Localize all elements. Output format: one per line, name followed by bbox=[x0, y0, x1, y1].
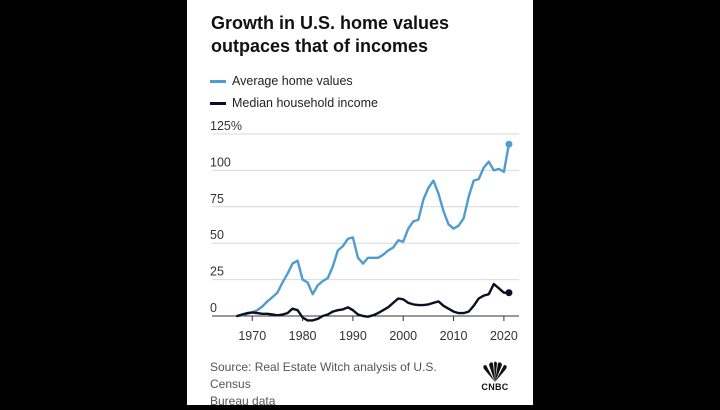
source-note: Source: Real Estate Witch analysis of U.… bbox=[210, 359, 460, 410]
series-line-household-income bbox=[236, 282, 511, 322]
end-marker-household-income bbox=[505, 289, 513, 297]
y-tick-label: 0 bbox=[210, 301, 217, 315]
end-marker-home-values bbox=[505, 140, 513, 148]
x-tick-label: 1990 bbox=[339, 329, 367, 343]
source-line-2: Bureau data bbox=[210, 394, 276, 408]
x-tick-label: 1980 bbox=[289, 329, 317, 343]
y-tick-label: 75 bbox=[210, 192, 224, 206]
x-tick-label: 2020 bbox=[490, 329, 518, 343]
cnbc-logo: CNBC bbox=[475, 360, 515, 394]
x-tick-label: 1970 bbox=[238, 329, 266, 343]
chart-panel: Growth in U.S. home values outpaces that… bbox=[187, 0, 533, 408]
legend-label-home-values: Average home values bbox=[232, 74, 353, 88]
x-tick-label: 2010 bbox=[440, 329, 468, 343]
y-tick-label: 50 bbox=[210, 228, 224, 242]
y-tick-label: 100 bbox=[210, 155, 231, 169]
x-tick-label: 2000 bbox=[389, 329, 417, 343]
legend-swatch-home-values bbox=[210, 79, 226, 83]
y-tick-label: 25 bbox=[210, 265, 224, 279]
series-line-home-values bbox=[236, 142, 511, 318]
legend-label-household-income: Median household income bbox=[232, 96, 378, 110]
legend-item-household-income: Median household income bbox=[210, 95, 378, 111]
source-line-1: Source: Real Estate Witch analysis of U.… bbox=[210, 360, 437, 391]
line-chart: 0 25 50 75 100 125% 1970 1980 1990 2000 2010 2020 bbox=[210, 119, 519, 343]
chart-title: Growth in U.S. home values outpaces that… bbox=[211, 13, 450, 56]
peacock-icon bbox=[483, 361, 507, 382]
legend-item-home-values: Average home values bbox=[210, 73, 353, 89]
y-tick-label: 125% bbox=[210, 119, 242, 133]
legend-swatch-household-income bbox=[210, 101, 226, 105]
logo-text: CNBC bbox=[481, 382, 509, 392]
